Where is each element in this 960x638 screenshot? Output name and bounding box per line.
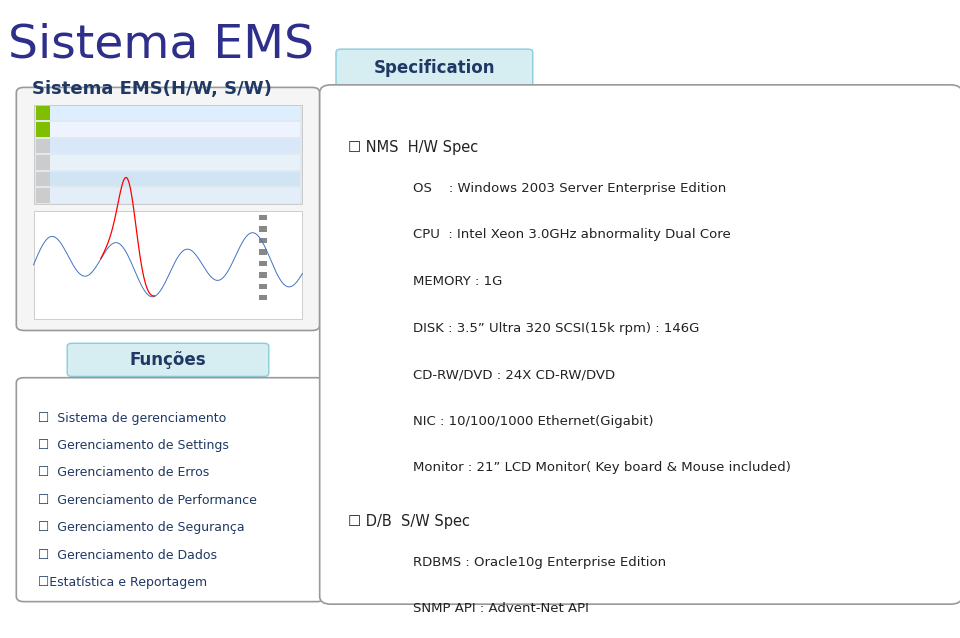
Bar (259, 215, 267, 220)
Text: ☐  Gerenciamento de Dados: ☐ Gerenciamento de Dados (38, 549, 217, 561)
Text: OS    : Windows 2003 Server Enterprise Edition: OS : Windows 2003 Server Enterprise Edit… (413, 182, 726, 195)
Text: SNMP API : Advent-Net API: SNMP API : Advent-Net API (413, 602, 588, 615)
Bar (259, 272, 267, 278)
Text: Sistema EMS: Sistema EMS (8, 22, 314, 68)
FancyBboxPatch shape (16, 378, 324, 602)
Text: ☐ NMS  H/W Spec: ☐ NMS H/W Spec (348, 140, 479, 156)
Text: ☐ D/B  S/W Spec: ☐ D/B S/W Spec (348, 514, 470, 530)
Text: CPU  : Intel Xeon 3.0GHz abnormality Dual Core: CPU : Intel Xeon 3.0GHz abnormality Dual… (413, 228, 731, 241)
Text: Specification: Specification (373, 59, 495, 77)
Bar (36, 139, 50, 154)
FancyBboxPatch shape (67, 343, 269, 376)
Bar (259, 226, 267, 232)
Bar (259, 284, 267, 289)
Bar (36, 106, 300, 121)
Bar (36, 106, 50, 121)
Text: DISK : 3.5” Ultra 320 SCSI(15k rpm) : 146G: DISK : 3.5” Ultra 320 SCSI(15k rpm) : 14… (413, 322, 699, 334)
Bar (259, 238, 267, 243)
Text: CD-RW/DVD : 24X CD-RW/DVD: CD-RW/DVD : 24X CD-RW/DVD (413, 368, 615, 381)
Bar (259, 249, 267, 255)
Text: Sistema EMS(H/W, S/W): Sistema EMS(H/W, S/W) (32, 80, 272, 98)
Text: ☐  Gerenciamento de Segurança: ☐ Gerenciamento de Segurança (38, 521, 245, 534)
Bar (36, 139, 300, 154)
Bar (36, 172, 300, 186)
Bar (36, 155, 300, 170)
Bar (36, 188, 50, 203)
Bar (259, 261, 267, 266)
Text: RDBMS : Oracle10g Enterprise Edition: RDBMS : Oracle10g Enterprise Edition (413, 556, 666, 568)
Bar (34, 211, 302, 319)
Text: Monitor : 21” LCD Monitor( Key board & Mouse included): Monitor : 21” LCD Monitor( Key board & M… (413, 461, 791, 474)
Text: NIC : 10/100/1000 Ethernet(Gigabit): NIC : 10/100/1000 Ethernet(Gigabit) (413, 415, 654, 427)
Text: ☐  Gerenciamento de Settings: ☐ Gerenciamento de Settings (38, 439, 229, 452)
FancyBboxPatch shape (320, 85, 960, 604)
Bar (259, 295, 267, 300)
Text: Funções: Funções (130, 351, 206, 369)
Bar (36, 172, 50, 186)
Text: ☐  Gerenciamento de Performance: ☐ Gerenciamento de Performance (38, 494, 257, 507)
Text: ☐  Gerenciamento de Erros: ☐ Gerenciamento de Erros (38, 466, 209, 479)
Bar (34, 105, 302, 204)
Text: ☐Estatística e Reportagem: ☐Estatística e Reportagem (38, 576, 207, 589)
Bar (36, 188, 300, 203)
Text: ☐  Sistema de gerenciamento: ☐ Sistema de gerenciamento (38, 412, 227, 424)
Text: MEMORY : 1G: MEMORY : 1G (413, 275, 502, 288)
Bar (36, 122, 50, 137)
FancyBboxPatch shape (336, 49, 533, 86)
Bar (36, 122, 300, 137)
FancyBboxPatch shape (16, 87, 320, 330)
Bar (36, 155, 50, 170)
